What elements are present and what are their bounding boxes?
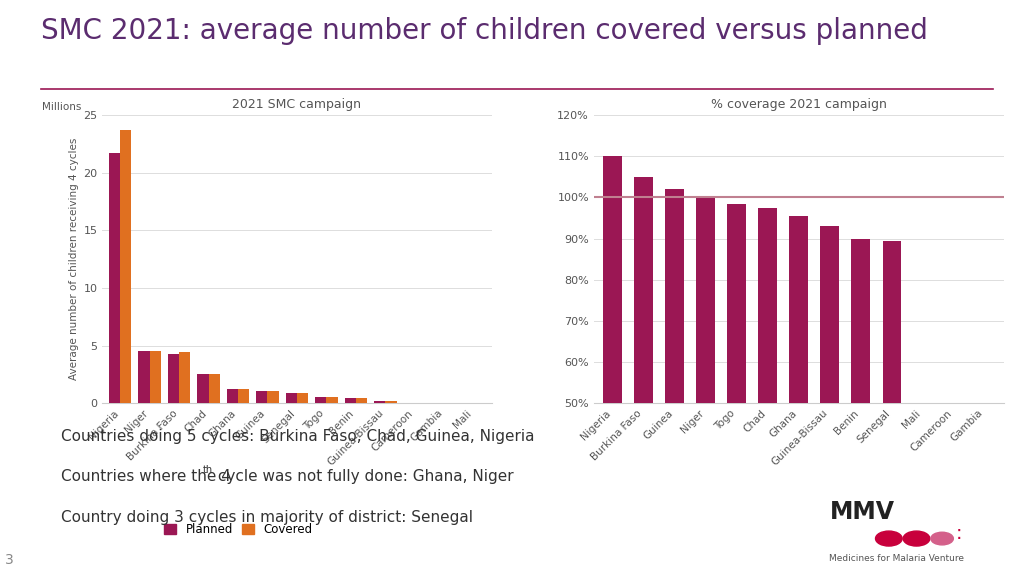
Bar (356, 398, 368, 403)
Text: th: th (203, 465, 213, 475)
Bar (138, 351, 150, 403)
Bar (267, 391, 279, 403)
Bar (385, 401, 396, 403)
Bar (666, 190, 684, 576)
Bar (315, 397, 327, 403)
Bar (168, 354, 179, 403)
Bar (238, 389, 249, 403)
Bar (327, 397, 338, 403)
Legend: Planned, Covered: Planned, Covered (160, 518, 317, 541)
Bar (297, 393, 308, 403)
Bar (256, 391, 267, 403)
Bar (603, 156, 622, 576)
Text: Millions: Millions (42, 103, 82, 112)
Title: % coverage 2021 campaign: % coverage 2021 campaign (711, 98, 887, 111)
Bar (727, 204, 745, 576)
Bar (179, 352, 190, 403)
Text: Medicines for Malaria Venture: Medicines for Malaria Venture (829, 554, 965, 563)
Bar (286, 393, 297, 403)
Bar (109, 153, 120, 403)
Text: 3: 3 (5, 554, 14, 567)
Bar (209, 374, 220, 403)
Bar (852, 238, 870, 576)
Text: MMV: MMV (829, 500, 894, 524)
Bar (374, 401, 385, 403)
Y-axis label: Average number of children receiving 4 cycles: Average number of children receiving 4 c… (70, 138, 79, 380)
Text: SMC 2021: average number of children covered versus planned: SMC 2021: average number of children cov… (41, 17, 928, 46)
Bar (345, 398, 356, 403)
Bar (198, 374, 209, 403)
Bar (759, 208, 777, 576)
Bar (634, 177, 653, 576)
Text: Countries where the 4: Countries where the 4 (61, 469, 231, 484)
Bar (226, 389, 238, 403)
Bar (820, 226, 839, 576)
Text: Country doing 3 cycles in majority of district: Senegal: Country doing 3 cycles in majority of di… (61, 510, 473, 525)
Bar (696, 198, 715, 576)
Bar (883, 241, 901, 576)
Bar (150, 351, 161, 403)
Text: Countries doing 5 cycles: Burkina Faso, Chad, Guinea, Nigeria: Countries doing 5 cycles: Burkina Faso, … (61, 429, 535, 444)
Text: cycle was not fully done: Ghana, Niger: cycle was not fully done: Ghana, Niger (213, 469, 514, 484)
Title: 2021 SMC campaign: 2021 SMC campaign (232, 98, 361, 111)
Bar (120, 130, 131, 403)
Text: :: : (955, 524, 962, 543)
Bar (790, 216, 808, 576)
